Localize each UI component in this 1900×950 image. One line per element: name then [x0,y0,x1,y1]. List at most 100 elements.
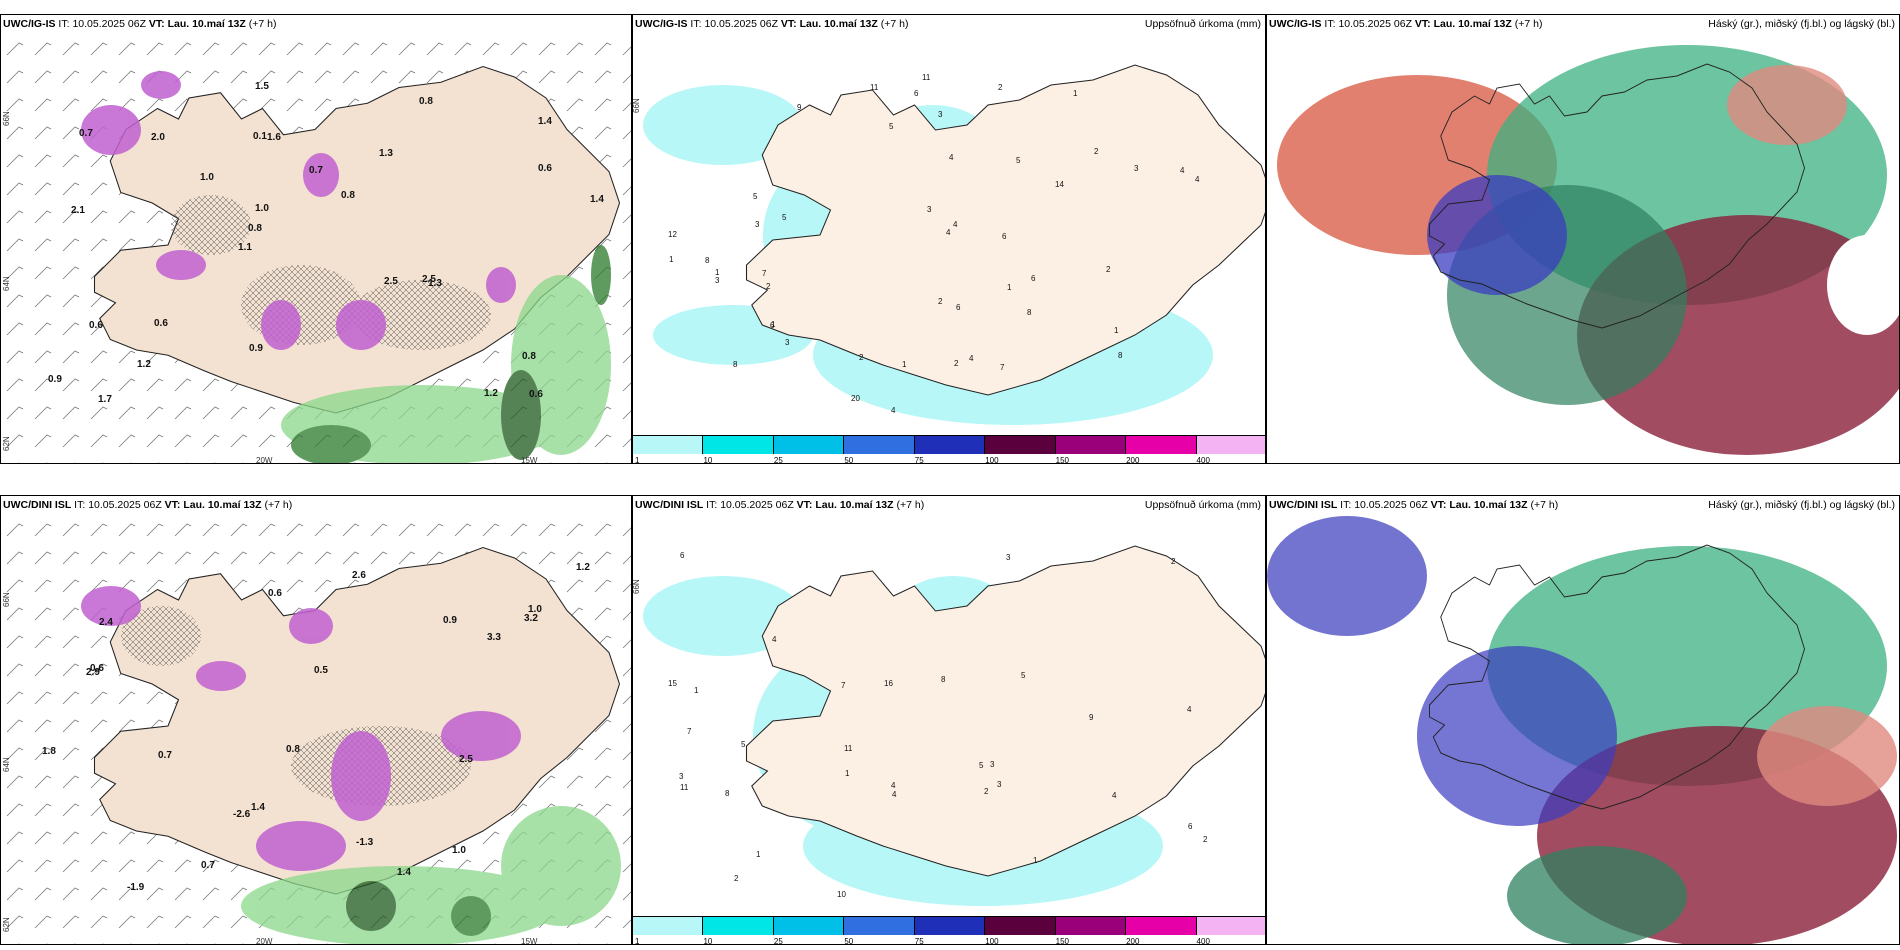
panel-clouds-top: UWC/IG-IS IT: 10.05.2025 06Z VT: Lau. 10… [1266,14,1900,464]
value-label: 4 [891,406,896,415]
value-label: 0.8 [286,744,300,755]
colorbar-segment [633,917,704,935]
colorbar-segment [844,436,915,454]
value-label: 3 [927,205,932,214]
value-label: 1.4 [251,802,265,813]
value-label: 0.8 [522,351,536,362]
value-label: 8 [1027,308,1032,317]
value-label: 0.6 [268,588,282,599]
precip-green [241,806,621,944]
value-label: 4 [969,354,974,363]
lat-label: 66N [2,111,11,126]
colorbar-segment [914,436,986,454]
value-label: 2.4 [99,617,113,628]
value-label: 1.0 [255,203,269,214]
value-label: 5 [979,761,984,770]
value-label: 3 [1006,553,1011,562]
value-label: 1.5 [255,81,269,92]
value-label: 2.5 [459,754,473,765]
value-label: 8 [725,789,730,798]
value-label: 4 [892,790,897,799]
value-label: 0.8 [419,96,433,107]
value-label: 1.4 [397,867,411,878]
value-label: 6 [1002,232,1007,241]
value-label: 3 [785,338,790,347]
value-label: 8 [733,360,738,369]
panel-title: UWC/DINI ISL IT: 10.05.2025 06Z VT: Lau.… [1269,499,1559,511]
value-label: 0.6 [529,389,543,400]
value-label: 2.6 [352,570,366,581]
value-label: 0.9 [249,343,263,354]
value-label: 2 [734,874,739,883]
precip-map: 66N 819265213148118441181262076543212465… [633,64,1265,425]
value-label: 11 [844,744,853,753]
value-label: 1.6 [267,132,281,143]
value-label: 1.0 [452,845,466,856]
panel-title: UWC/IG-IS IT: 10.05.2025 06Z VT: Lau. 10… [3,18,277,30]
value-label: 1.7 [98,394,112,405]
precip-green [281,245,611,463]
wind-map: 66N 64N 62N 20W 15W 0.62.11.41.11.31.70.… [1,35,631,464]
colorbar-tick: 200 [1126,456,1140,464]
value-label: 9 [1089,713,1094,722]
value-label: 1 [694,686,699,695]
colorbar-tick: 100 [985,937,999,945]
value-label: -2.6 [233,809,251,820]
colorbar-tick: 150 [1055,937,1070,945]
value-label: 0.7 [158,750,172,761]
colorbar-segment [1196,436,1265,454]
value-label: 10 [837,890,846,899]
panel-clouds-bottom: UWC/DINI ISL IT: 10.05.2025 06Z VT: Lau.… [1266,495,1900,945]
colorbar-segment [985,436,1056,454]
value-label: 1.4 [538,116,552,127]
cloud-map [1267,35,1899,463]
value-label: 8 [941,675,946,684]
colorbar-segment [1196,917,1265,935]
panel-wind-top: UWC/IG-IS IT: 10.05.2025 06Z VT: Lau. 10… [0,14,632,464]
value-labels: -2.61.42.6-1.90.60.71.21.0-1.32.92.4 0.9 3… [42,562,590,893]
value-label: 2 [954,359,959,368]
lon-label: 15W [521,937,538,945]
value-label: 5 [741,740,746,749]
colorbar-tick: 25 [773,456,783,464]
value-label: 0.6 [538,163,552,174]
value-label: 2.0 [151,132,165,143]
lat-label: 62N [2,436,11,451]
value-label: 0.6 [89,320,103,331]
value-label: 1 [1073,89,1078,98]
value-label: 8 [1118,351,1123,360]
value-label: 2 [1171,557,1176,566]
value-label: 6 [770,321,775,330]
value-label: 1 [1033,856,1038,865]
value-label: 0.6 [154,318,168,329]
value-label: 2 [984,787,989,796]
value-label: 2.1 [71,205,85,216]
value-label: 7 [1000,363,1005,372]
value-label: 8 [705,256,710,265]
colorbar-tick: 50 [844,456,854,464]
colorbar-segment [914,917,986,935]
value-label: 4 [953,220,958,229]
lat-label: 62N [2,917,11,932]
value-label: 3 [990,760,995,769]
value-label: 16 [884,679,893,688]
value-label: 14 [1055,180,1064,189]
colorbar-segment [1055,436,1127,454]
lon-label: 15W [521,456,538,464]
precip-purple [81,586,521,871]
lon-label: 20W [256,937,273,945]
cloud-map [1267,516,1899,944]
value-label: 4 [772,635,777,644]
value-label: 1 [756,850,761,859]
colorbar-tick: 150 [1055,456,1070,464]
value-label: 7 [762,269,767,278]
value-label: -1.3 [356,837,374,848]
value-label: 3 [679,772,684,781]
field-title: Uppsöfnuð úrkoma (mm) [1144,499,1261,511]
value-label: 1.0 [200,172,214,183]
value-label: 5 [889,122,894,131]
value-label: 2 [1094,147,1099,156]
value-label: 1 [669,255,674,264]
value-label: 0.7 [201,860,215,871]
value-label: 4 [1187,705,1192,714]
